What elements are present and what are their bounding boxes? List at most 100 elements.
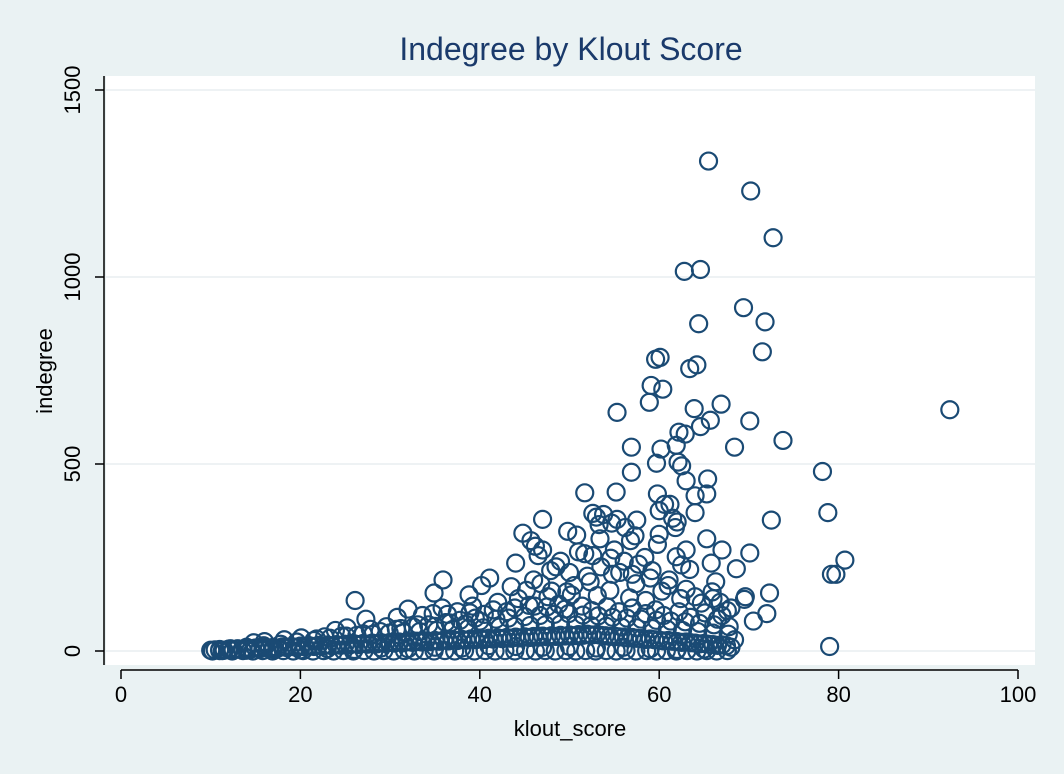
data-point	[609, 602, 629, 622]
data-point	[826, 564, 846, 584]
data-point	[508, 589, 528, 609]
data-point	[712, 540, 732, 560]
data-point	[589, 514, 609, 535]
data-point	[626, 641, 646, 661]
data-point	[755, 312, 775, 332]
data-point	[684, 399, 704, 419]
data-point	[483, 600, 503, 620]
data-point	[532, 540, 553, 560]
data-point	[521, 531, 541, 551]
data-point	[667, 639, 687, 660]
data-point	[711, 394, 731, 414]
data-point	[575, 483, 595, 503]
data-point	[497, 602, 517, 622]
data-point	[620, 531, 641, 551]
data-point	[668, 452, 688, 472]
data-point	[433, 570, 453, 590]
data-point	[479, 636, 499, 656]
data-point	[685, 503, 705, 523]
data-point	[697, 529, 717, 549]
data-point	[222, 641, 242, 661]
data-point	[202, 641, 223, 661]
data-point	[717, 641, 737, 661]
data-point	[694, 639, 714, 659]
data-point	[454, 641, 475, 661]
data-point	[545, 641, 565, 661]
x-tick-label: 60	[647, 682, 671, 707]
y-tick-label: 0	[60, 645, 85, 657]
data-point	[558, 521, 578, 541]
plot-area	[106, 76, 1035, 665]
data-point	[734, 589, 755, 609]
data-point	[812, 461, 833, 482]
data-point	[535, 641, 555, 661]
data-point	[586, 638, 607, 658]
data-point	[220, 639, 241, 659]
data-point	[506, 553, 526, 573]
data-point	[733, 298, 754, 318]
data-point	[690, 417, 711, 437]
data-point	[610, 562, 630, 583]
data-point	[940, 400, 960, 420]
data-point	[698, 151, 719, 171]
data-point	[726, 559, 746, 579]
data-point	[345, 590, 365, 611]
data-point	[654, 605, 674, 626]
data-point	[658, 575, 678, 596]
data-point	[820, 636, 840, 657]
data-point	[583, 503, 603, 523]
data-point	[555, 599, 575, 619]
data-point	[652, 581, 672, 601]
data-point	[450, 610, 470, 630]
data-point	[475, 641, 495, 661]
data-point	[424, 583, 444, 603]
x-tick-label: 100	[1000, 682, 1037, 707]
data-point	[761, 510, 781, 530]
data-point	[763, 228, 783, 248]
x-tick-label: 0	[115, 682, 127, 707]
data-point	[559, 636, 580, 657]
data-point	[697, 484, 717, 504]
data-point	[639, 392, 659, 412]
data-point	[640, 568, 660, 588]
data-point	[591, 557, 611, 577]
data-point	[707, 609, 728, 629]
data-point	[622, 564, 642, 584]
data-point	[698, 469, 718, 489]
data-point	[671, 589, 691, 609]
data-point	[759, 583, 780, 603]
data-point	[485, 641, 505, 661]
x-tick-label: 20	[288, 682, 312, 707]
data-point	[640, 639, 660, 659]
data-point	[721, 637, 741, 657]
data-point	[564, 575, 584, 596]
data-point	[425, 637, 445, 657]
data-point	[689, 314, 709, 334]
data-point	[653, 379, 673, 399]
data-point	[646, 453, 667, 473]
data-point	[452, 638, 472, 658]
data-point	[654, 494, 675, 514]
data-point	[384, 641, 404, 661]
data-point	[398, 639, 418, 659]
data-point	[687, 641, 707, 661]
data-point	[691, 593, 711, 613]
data-point	[604, 540, 624, 560]
data-point	[675, 612, 695, 632]
data-point	[568, 542, 589, 562]
data-point	[506, 636, 526, 657]
y-tick-label: 500	[60, 446, 85, 483]
data-point	[471, 575, 492, 596]
data-points	[201, 151, 960, 661]
data-point	[303, 641, 323, 661]
data-point	[680, 559, 700, 580]
data-point	[712, 605, 732, 626]
y-tick-label: 1000	[60, 253, 85, 302]
data-point	[532, 509, 553, 529]
data-point	[616, 641, 636, 661]
data-point	[752, 342, 772, 362]
data-point	[606, 482, 626, 502]
data-point	[528, 546, 548, 566]
data-point	[687, 355, 707, 375]
